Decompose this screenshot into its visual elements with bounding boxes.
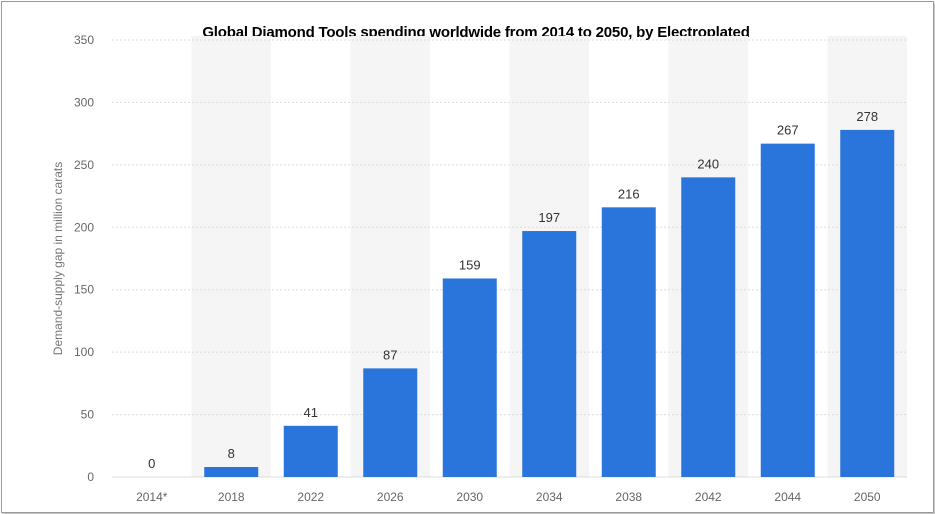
- data-label: 159: [459, 257, 481, 272]
- x-tick-label: 2026: [377, 490, 404, 504]
- y-tick-label: 100: [74, 345, 94, 359]
- x-tick-label: 2034: [536, 490, 563, 504]
- bar: [204, 467, 259, 477]
- bar: [283, 425, 338, 477]
- data-label: 197: [538, 210, 560, 225]
- x-tick-label: 2014*: [136, 490, 168, 504]
- y-axis-title: Demand-supply gap in million carats: [51, 162, 65, 355]
- bar: [601, 207, 656, 477]
- bar: [363, 368, 418, 477]
- x-tick-label: 2030: [456, 490, 483, 504]
- data-label: 0: [148, 456, 155, 471]
- bar: [442, 278, 497, 477]
- y-tick-label: 50: [81, 408, 95, 422]
- y-tick-label: 200: [74, 220, 94, 234]
- data-label: 216: [618, 186, 640, 201]
- data-label: 8: [228, 446, 235, 461]
- bar: [681, 177, 736, 478]
- bar: [840, 129, 895, 477]
- data-label: 240: [697, 156, 719, 171]
- y-tick-label: 150: [74, 283, 94, 297]
- data-label: 278: [856, 109, 878, 124]
- x-tick-label: 2042: [695, 490, 722, 504]
- data-label: 41: [304, 405, 318, 420]
- data-label: 267: [777, 123, 799, 138]
- x-tick-label: 2038: [615, 490, 642, 504]
- data-label: 87: [383, 347, 397, 362]
- bar: [760, 143, 815, 478]
- column-band: [191, 36, 271, 477]
- chart-title: Global Diamond Tools spending worldwide …: [202, 24, 750, 41]
- y-tick-label: 350: [74, 33, 94, 47]
- y-tick-label: 0: [87, 470, 94, 484]
- bar: [522, 231, 577, 477]
- x-tick-label: 2044: [774, 490, 801, 504]
- y-tick-label: 250: [74, 158, 94, 172]
- y-tick-label: 300: [74, 95, 94, 109]
- x-tick-label: 2050: [854, 490, 881, 504]
- x-tick-label: 2022: [297, 490, 324, 504]
- x-tick-label: 2018: [218, 490, 245, 504]
